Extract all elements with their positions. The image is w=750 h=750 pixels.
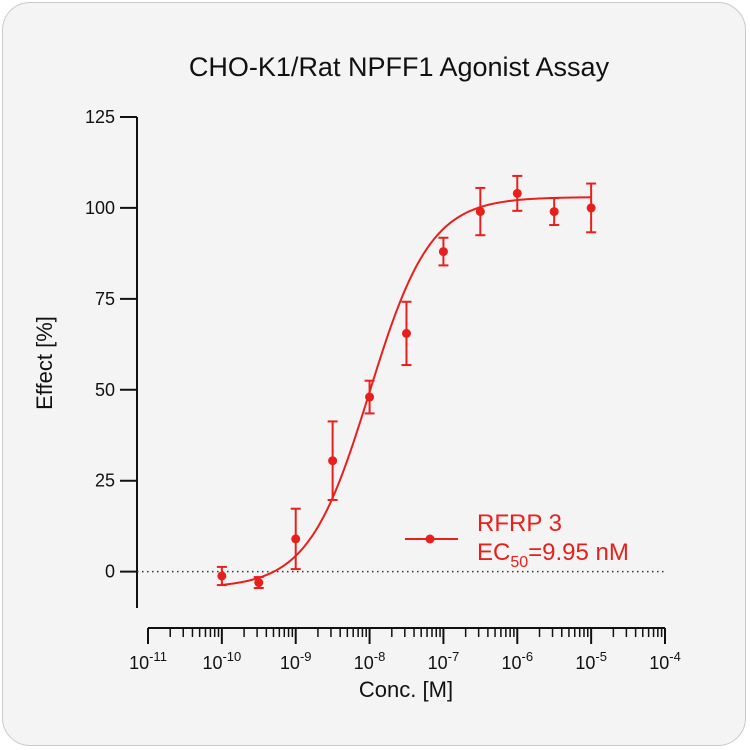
x-tick-base: 10 — [649, 653, 669, 673]
x-tick-exponent: -10 — [222, 649, 241, 664]
y-tick-label: 75 — [95, 289, 115, 309]
chart-title: CHO-K1/Rat NPFF1 Agonist Assay — [189, 52, 610, 82]
x-tick-base: 10 — [501, 653, 521, 673]
x-tick-label: 10-7 — [428, 649, 460, 673]
x-tick-label: 10-10 — [202, 649, 241, 673]
data-point — [438, 247, 448, 257]
ec50-subscript: 50 — [510, 554, 528, 571]
ec50-prefix: EC — [477, 539, 510, 566]
data-point — [586, 203, 596, 213]
x-tick-label: 10-4 — [649, 649, 681, 673]
data-point — [217, 571, 227, 581]
x-tick-base: 10 — [280, 653, 300, 673]
x-tick-exponent: -8 — [374, 649, 386, 664]
y-tick-label: 50 — [95, 380, 115, 400]
legend-ec50: EC50=9.95 nM — [477, 539, 629, 571]
legend-series-label: RFRP 3 — [477, 510, 562, 537]
data-point — [328, 456, 338, 466]
fit-curve — [221, 196, 592, 586]
x-tick-exponent: -4 — [669, 649, 681, 664]
x-tick-base: 10 — [575, 653, 595, 673]
data-point — [291, 534, 301, 544]
data-point — [549, 207, 559, 217]
x-tick-label: 10-11 — [129, 649, 167, 673]
x-tick-base: 10 — [354, 653, 374, 673]
x-tick-exponent: -6 — [522, 649, 534, 664]
x-tick-exponent: -9 — [300, 649, 312, 664]
x-tick-exponent: -11 — [149, 649, 167, 664]
y-tick-label: 125 — [85, 107, 115, 127]
data-point — [475, 207, 485, 217]
data-point — [401, 328, 411, 338]
x-tick-label: 10-6 — [501, 649, 533, 673]
x-tick-base: 10 — [428, 653, 448, 673]
y-axis-label: Effect [%] — [32, 316, 57, 410]
x-tick-label: 10-8 — [354, 649, 386, 673]
x-tick-base: 10 — [202, 653, 222, 673]
fit-curve-group — [221, 196, 592, 586]
x-axis-label: Conc. [M] — [359, 677, 453, 702]
ec50-value: =9.95 nM — [528, 539, 629, 566]
x-tick-label: 10-5 — [575, 649, 607, 673]
x-tick-label: 10-9 — [280, 649, 312, 673]
y-tick-label: 100 — [85, 198, 115, 218]
y-tick-label: 0 — [105, 562, 115, 582]
x-tick-exponent: -5 — [595, 649, 607, 664]
y-tick-label: 25 — [95, 471, 115, 491]
data-points — [216, 174, 597, 589]
x-tick-exponent: -7 — [448, 649, 460, 664]
data-point — [512, 188, 522, 198]
legend: RFRP 3 EC50=9.95 nM — [405, 510, 629, 571]
legend-marker — [425, 534, 435, 544]
data-point — [365, 392, 375, 402]
x-tick-base: 10 — [129, 653, 149, 673]
data-point — [254, 578, 264, 588]
